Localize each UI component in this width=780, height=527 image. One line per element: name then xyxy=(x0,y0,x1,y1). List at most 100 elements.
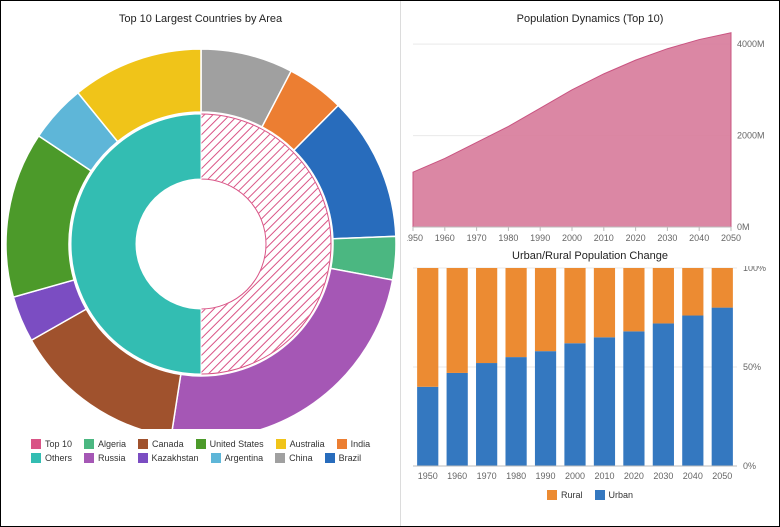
legend-swatch xyxy=(138,453,148,463)
bar-rural xyxy=(712,268,733,308)
legend-swatch xyxy=(84,439,94,449)
area-title: Population Dynamics (Top 10) xyxy=(407,13,773,25)
bar-xtick: 1990 xyxy=(536,471,556,481)
area-xtick: 1950 xyxy=(407,233,423,243)
area-xtick: 2010 xyxy=(594,233,614,243)
legend-swatch xyxy=(595,490,605,500)
legend-label: Australia xyxy=(290,439,325,449)
area-ytick: 0M xyxy=(737,222,750,232)
legend-swatch xyxy=(196,439,206,449)
bar-rural xyxy=(594,268,615,337)
legend-swatch xyxy=(337,439,347,449)
bar-rural xyxy=(653,268,674,323)
bar-title: Urban/Rural Population Change xyxy=(407,250,773,262)
legend-item-australia: Australia xyxy=(276,439,325,449)
bar-urban xyxy=(653,323,674,466)
area-ytick: 2000M xyxy=(737,131,765,141)
legend-item-top-10: Top 10 xyxy=(31,439,72,449)
area-xtick: 2020 xyxy=(626,233,646,243)
bar-xtick: 2010 xyxy=(594,471,614,481)
bar-xtick: 2000 xyxy=(565,471,585,481)
area-xtick: 2040 xyxy=(689,233,709,243)
bar-xtick: 1960 xyxy=(447,471,467,481)
bar-ytick: 0% xyxy=(743,461,756,471)
bar-urban xyxy=(682,316,703,466)
bar-rural xyxy=(682,268,703,316)
legend-label: China xyxy=(289,453,313,463)
area-xtick: 2000 xyxy=(562,233,582,243)
legend-swatch xyxy=(84,453,94,463)
area-xtick: 2030 xyxy=(657,233,677,243)
legend-item-others: Others xyxy=(31,453,72,463)
donut-legend: Top 10 Algeria Canada United States Australi… xyxy=(1,429,400,463)
legend-label: India xyxy=(351,439,371,449)
legend-item-canada: Canada xyxy=(138,439,184,449)
legend-item-argentina: Argentina xyxy=(211,453,264,463)
legend-item-kazakhstan: Kazakhstan xyxy=(138,453,199,463)
bar-urban xyxy=(535,351,556,466)
legend-item-india: India xyxy=(337,439,371,449)
area-chart: 0M2000M4000M1950196019701980199020002010… xyxy=(407,29,773,246)
bar-rural xyxy=(623,268,644,331)
bar-ytick: 100% xyxy=(743,266,766,273)
legend-swatch xyxy=(138,439,148,449)
area-xtick: 1970 xyxy=(467,233,487,243)
bar-urban xyxy=(712,308,733,466)
bar-xtick: 1980 xyxy=(506,471,526,481)
legend-label: Canada xyxy=(152,439,184,449)
legend-swatch xyxy=(31,453,41,463)
bar-rural xyxy=(564,268,585,343)
legend-label: Kazakhstan xyxy=(152,453,199,463)
bar-ytick: 50% xyxy=(743,362,761,372)
bar-rural xyxy=(505,268,526,357)
bar-urban xyxy=(594,337,615,466)
bar-chart: 0% 50% 100% 1950 1960 1970 1980 1990 2000 2010 202… xyxy=(407,266,773,486)
legend-swatch xyxy=(325,453,335,463)
bar-xtick: 2020 xyxy=(624,471,644,481)
bar-rural xyxy=(476,268,497,363)
legend-label: United States xyxy=(210,439,264,449)
legend-label: Russia xyxy=(98,453,126,463)
legend-label: Argentina xyxy=(225,453,264,463)
legend-swatch xyxy=(547,490,557,500)
legend-item-china: China xyxy=(275,453,313,463)
bar-urban xyxy=(623,331,644,466)
bar-legend: Rural Urban xyxy=(407,490,773,500)
legend-label: Top 10 xyxy=(45,439,72,449)
donut-chart xyxy=(1,29,401,429)
area-series xyxy=(413,33,731,227)
bar-rural xyxy=(535,268,556,351)
area-xtick: 1990 xyxy=(530,233,550,243)
area-xtick: 2050 xyxy=(721,233,741,243)
bar-urban xyxy=(447,373,468,466)
legend-item-algeria: Algeria xyxy=(84,439,126,449)
donut-panel: Top 10 Largest Countries by Area Top 10 A… xyxy=(1,1,401,526)
bar-xtick: 1970 xyxy=(477,471,497,481)
bar-urban xyxy=(417,387,438,466)
area-ytick: 4000M xyxy=(737,39,765,49)
bar-xtick: 2030 xyxy=(653,471,673,481)
legend-swatch xyxy=(275,453,285,463)
donut-title: Top 10 Largest Countries by Area xyxy=(119,13,282,25)
bar-xtick: 2040 xyxy=(683,471,703,481)
legend-label: Algeria xyxy=(98,439,126,449)
right-panel: Population Dynamics (Top 10) 0M 2000M 4000… xyxy=(401,1,779,526)
area-panel: Population Dynamics (Top 10) 0M 2000M 4000… xyxy=(401,1,779,246)
dashboard: Top 10 Largest Countries by Area Top 10 A… xyxy=(0,0,780,527)
bar-rural xyxy=(417,268,438,387)
legend-label: Brazil xyxy=(339,453,362,463)
legend-item-russia: Russia xyxy=(84,453,126,463)
bar-urban xyxy=(476,363,497,466)
legend-label: Others xyxy=(45,453,72,463)
bar-legend-item-rural: Rural xyxy=(547,490,583,500)
legend-item-brazil: Brazil xyxy=(325,453,362,463)
legend-label: Urban xyxy=(609,490,634,500)
bar-legend-item-urban: Urban xyxy=(595,490,634,500)
bar-panel: Urban/Rural Population Change 0% 50% 100% 1… xyxy=(401,246,779,526)
bar-rural xyxy=(447,268,468,373)
bar-xtick: 2050 xyxy=(712,471,732,481)
legend-swatch xyxy=(211,453,221,463)
bar-urban xyxy=(505,357,526,466)
legend-item-united-states: United States xyxy=(196,439,264,449)
bar-xtick: 1950 xyxy=(418,471,438,481)
